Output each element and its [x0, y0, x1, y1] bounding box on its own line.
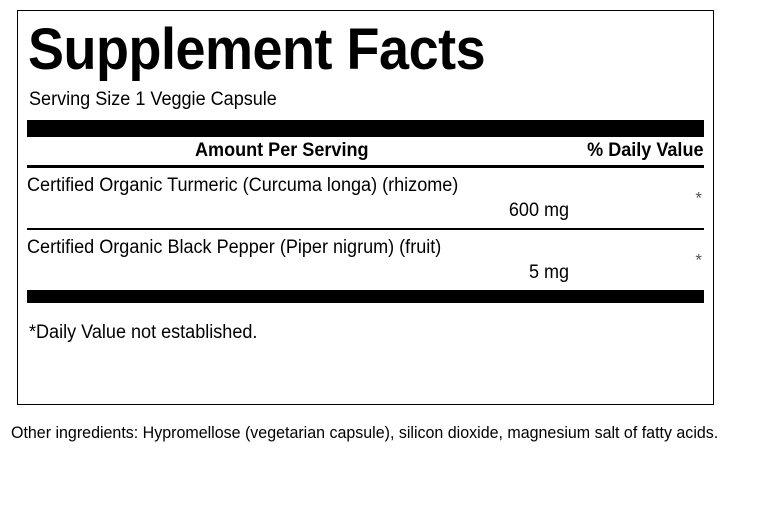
supplement-facts-inner: Supplement Facts Serving Size 1 Veggie C…: [18, 21, 713, 414]
nutrient-name: Certified Organic Turmeric (Curcuma long…: [27, 174, 459, 196]
nutrient-daily-value: *: [695, 188, 702, 208]
nutrient-amount: 5 mg: [528, 261, 570, 283]
supplement-facts-panel: Supplement Facts Serving Size 1 Veggie C…: [17, 10, 714, 405]
column-header-underline: [27, 164, 704, 168]
other-ingredients-text: Other ingredients: Hypromellose (vegetar…: [11, 424, 719, 442]
page-title: Supplement Facts: [28, 17, 486, 82]
nutrient-name: Certified Organic Black Pepper (Piper ni…: [27, 236, 442, 258]
column-header-daily-value: % Daily Value: [587, 139, 704, 161]
header-thick-rule: [27, 119, 704, 137]
row-separator-rule: [27, 228, 704, 230]
serving-size-text: Serving Size 1 Veggie Capsule: [29, 89, 277, 110]
table-row: Certified Organic Turmeric (Curcuma long…: [27, 168, 704, 228]
column-header-row: Amount Per Serving % Daily Value: [27, 137, 704, 165]
nutrient-amount: 600 mg: [508, 199, 570, 221]
column-header-amount-per-serving: Amount Per Serving: [195, 139, 369, 161]
daily-value-footnote: *Daily Value not established.: [29, 322, 258, 344]
footer-thick-rule: [27, 290, 704, 304]
table-row: Certified Organic Black Pepper (Piper ni…: [27, 230, 704, 290]
nutrient-daily-value: *: [695, 250, 702, 270]
